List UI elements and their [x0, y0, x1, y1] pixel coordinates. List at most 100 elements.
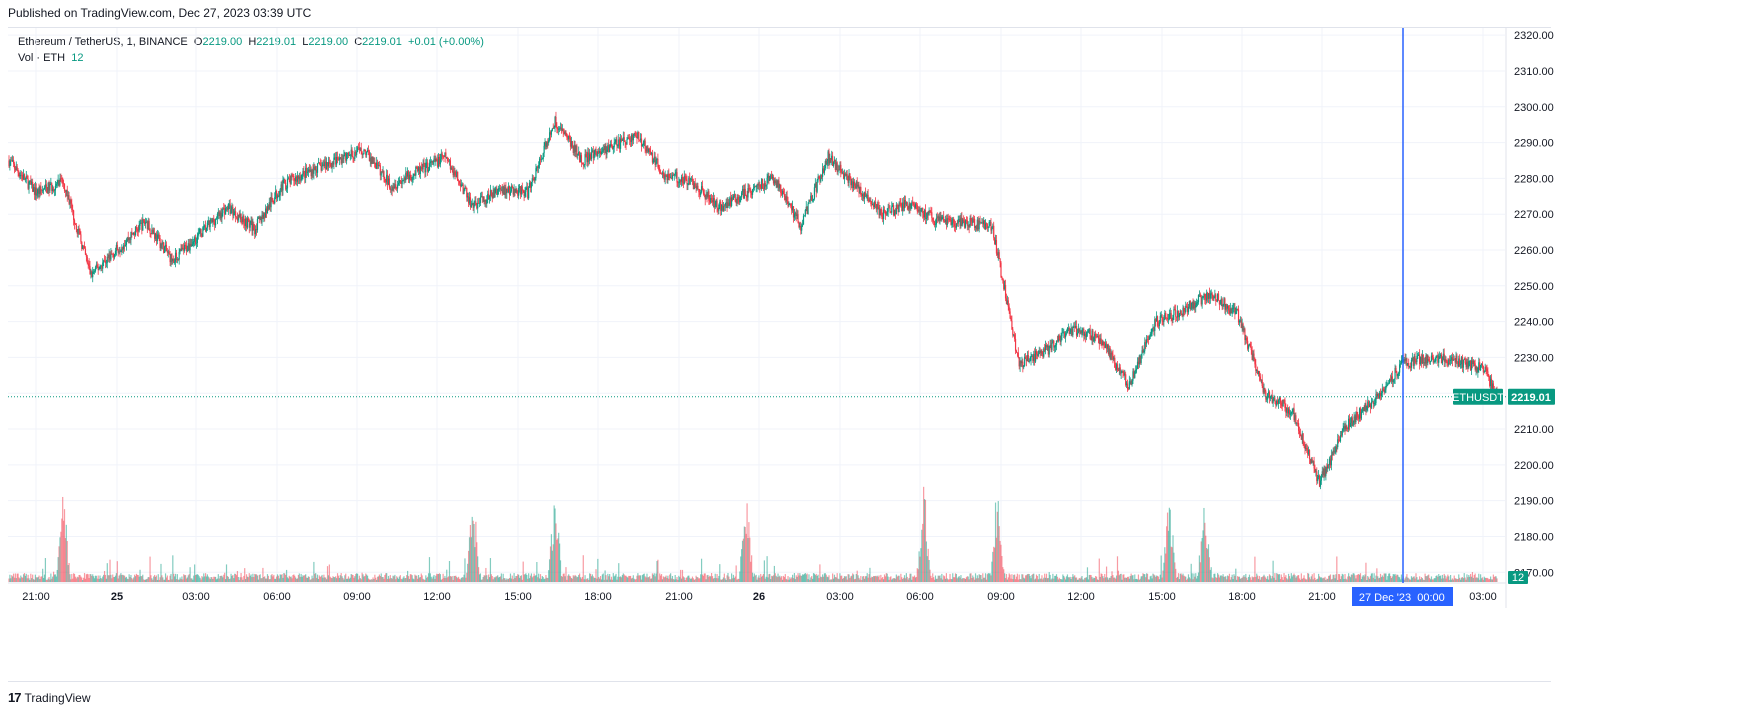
- volume-bar: [502, 573, 504, 582]
- volume-bar: [1440, 578, 1443, 582]
- candle-body: [686, 179, 688, 185]
- candle-body: [1414, 356, 1416, 362]
- candle-body: [889, 207, 891, 212]
- candle-body: [200, 228, 202, 234]
- volume-bar: [1306, 579, 1308, 582]
- volume-bar: [8, 578, 10, 582]
- candle-body: [404, 177, 406, 181]
- candle-body: [420, 166, 422, 168]
- candle-body: [1227, 305, 1229, 309]
- volume-bar: [1156, 575, 1158, 582]
- candle-body: [884, 211, 887, 215]
- volume-bar: [497, 575, 499, 582]
- volume-bar: [594, 577, 596, 582]
- volume-bar: [251, 577, 253, 582]
- volume-bar: [677, 579, 679, 582]
- volume-bar: [894, 578, 897, 582]
- volume-bar: [1301, 578, 1303, 582]
- candle-body: [893, 209, 896, 216]
- candle-body: [548, 140, 550, 144]
- volume-bar: [1064, 577, 1066, 582]
- volume-bar: [54, 574, 57, 582]
- volume-bar: [167, 579, 169, 582]
- candle-body: [1071, 328, 1073, 335]
- candle-body: [1252, 353, 1254, 361]
- candle-body: [922, 208, 924, 214]
- candle-body: [1271, 395, 1273, 403]
- volume-bar: [674, 574, 676, 582]
- candle-body: [39, 186, 41, 194]
- volume-bar: [1155, 576, 1157, 582]
- volume-bar: [1391, 576, 1393, 582]
- volume-bar: [1358, 574, 1361, 582]
- candle-body: [677, 182, 679, 184]
- volume-bar: [236, 570, 239, 582]
- volume-bar: [525, 573, 527, 582]
- candle-body: [1210, 293, 1212, 294]
- volume-bar: [1206, 547, 1208, 582]
- candle-body: [852, 181, 854, 188]
- candle-body: [111, 253, 113, 255]
- volume-bar: [1435, 575, 1437, 582]
- candle-body: [799, 226, 801, 228]
- candle-body: [185, 245, 188, 252]
- volume-bar: [1214, 573, 1216, 582]
- candle-body: [225, 207, 228, 209]
- candle-body: [594, 149, 596, 155]
- volume-bar: [540, 578, 543, 582]
- candle-body: [1097, 336, 1099, 339]
- candle-body: [996, 253, 998, 256]
- volume-bar: [1226, 579, 1228, 582]
- volume-bar: [552, 544, 554, 582]
- volume-bar: [770, 579, 772, 582]
- volume-bar: [496, 576, 498, 582]
- candle-body: [1070, 328, 1072, 332]
- volume-bar: [48, 577, 50, 582]
- candle-body: [1233, 307, 1235, 309]
- volume-label[interactable]: Vol · ETH: [18, 52, 66, 64]
- candle-body: [931, 212, 933, 219]
- volume-bar: [223, 574, 225, 582]
- candle-body: [832, 155, 834, 166]
- candle-body: [253, 223, 255, 230]
- volume-bar: [182, 579, 184, 582]
- candle-body: [614, 142, 616, 144]
- volume-bar: [1172, 535, 1174, 582]
- volume-bar: [986, 574, 988, 582]
- candle-body: [1045, 345, 1048, 348]
- candle-body: [1112, 354, 1114, 360]
- volume-bar: [309, 579, 311, 582]
- symbol-title[interactable]: Ethereum / TetherUS, 1, BINANCE: [18, 36, 188, 48]
- candle-body: [1415, 361, 1417, 362]
- x-tick-label: 15:00: [504, 591, 532, 603]
- volume-bar: [1328, 575, 1330, 582]
- volume-bar: [482, 576, 484, 582]
- candle-body: [670, 177, 673, 179]
- candle-body: [764, 183, 766, 187]
- volume-bar: [99, 575, 101, 582]
- candle-body: [671, 174, 674, 179]
- volume-bar: [720, 579, 722, 582]
- candle-body: [273, 202, 275, 204]
- candle-body: [691, 178, 694, 182]
- candle-body: [301, 174, 303, 180]
- candle-body: [744, 188, 746, 195]
- volume-bar: [378, 574, 381, 582]
- volume-bar: [910, 573, 912, 582]
- volume-bar: [1469, 576, 1471, 582]
- candle-body: [1268, 391, 1271, 399]
- candle-body: [689, 177, 691, 180]
- volume-bar: [499, 576, 502, 582]
- volume-bar: [1189, 578, 1191, 582]
- candle-body: [362, 154, 364, 155]
- volume-bar: [382, 576, 384, 582]
- candle-body: [1417, 354, 1419, 356]
- volume-bar: [73, 573, 75, 582]
- volume-bar: [745, 533, 747, 582]
- candle-body: [1232, 307, 1234, 309]
- volume-bar: [10, 578, 12, 582]
- candle-body: [1085, 332, 1088, 338]
- volume-bar: [822, 576, 825, 582]
- candle-body: [1332, 450, 1334, 456]
